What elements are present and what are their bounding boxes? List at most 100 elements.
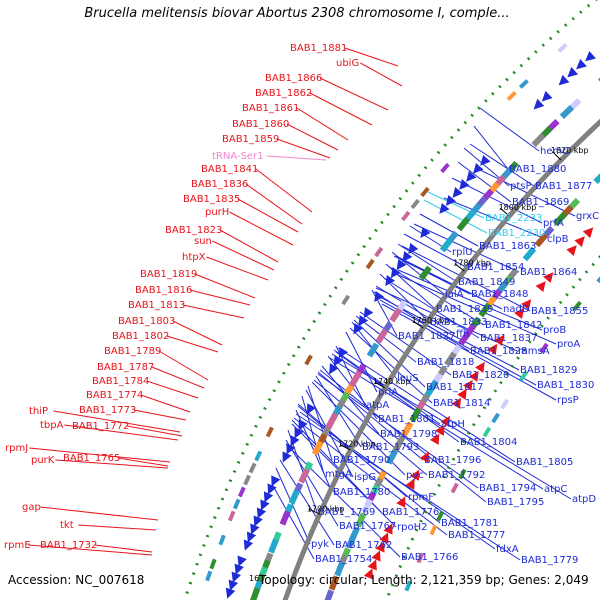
gene-label[interactable]: purH: [205, 207, 229, 218]
gene-label[interactable]: BAB1_1854: [467, 262, 524, 273]
gene-label[interactable]: BAB1_1765: [63, 453, 120, 464]
gene-labels[interactable]: BAB1_1881 ubiG BAB1_1866 BAB1_1862 BAB1_1861…: [4, 43, 599, 566]
gene-label[interactable]: atpD: [572, 494, 596, 505]
gene-label[interactable]: pyk: [311, 539, 329, 550]
gene-label[interactable]: BAB1_1877: [535, 181, 592, 192]
gene-label[interactable]: BAB1_1784: [92, 376, 149, 387]
gene-label[interactable]: BAB1_1869: [512, 197, 569, 208]
gene-label[interactable]: BAB1_1801: [378, 414, 435, 425]
gene-label[interactable]: BAB1_1842: [485, 320, 542, 331]
gene-label[interactable]: BAB1_1818: [417, 357, 474, 368]
gene-label[interactable]: BAB1_1754: [315, 554, 372, 565]
gene-label[interactable]: atpH: [441, 419, 465, 430]
gene-label[interactable]: BAB1_1864: [520, 267, 577, 278]
gene-label[interactable]: nadD: [503, 304, 530, 315]
gene-label[interactable]: BAB1_1827: [398, 331, 455, 342]
gene-label[interactable]: BAB1_1779: [521, 555, 578, 566]
gene-label[interactable]: BAB1_1802: [112, 331, 169, 342]
gene-label[interactable]: rpsP: [557, 395, 579, 406]
gene-label[interactable]: BAB1_1837: [480, 333, 537, 344]
gene-label[interactable]: htpX: [182, 252, 206, 263]
gene-label[interactable]: BAB1_1813: [128, 300, 185, 311]
gene-label[interactable]: BAB1_1880: [509, 164, 566, 175]
gene-label[interactable]: BAB1_1798: [380, 429, 437, 440]
gene-label[interactable]: tkt: [60, 520, 74, 531]
gene-label[interactable]: BAB1_1816: [135, 285, 192, 296]
gene-label[interactable]: thiP: [29, 406, 48, 417]
gene-label[interactable]: BAB1_1859: [222, 134, 279, 145]
gene-label[interactable]: BAB1_2230: [488, 228, 545, 239]
gene-label[interactable]: ptsP: [510, 181, 532, 192]
gene-label[interactable]: priA: [378, 387, 398, 398]
gene-label[interactable]: prfA: [543, 218, 564, 229]
gene-label[interactable]: BAB1_1767: [339, 521, 396, 532]
gene-label[interactable]: BAB1_1796: [424, 455, 481, 466]
gene-label[interactable]: BAB1_1820: [452, 370, 509, 381]
gene-label[interactable]: mmsA: [518, 346, 550, 357]
gene-label[interactable]: proB: [543, 325, 566, 336]
gene-label[interactable]: rpmJ: [5, 443, 28, 454]
gene-label[interactable]: rpmF: [408, 492, 434, 503]
gene-label[interactable]: BAB1_1777: [448, 530, 505, 541]
gene-label[interactable]: BAB1_1732: [40, 540, 97, 551]
gene-label[interactable]: ialA: [445, 289, 464, 300]
gene-label[interactable]: BAB1_1839: [436, 304, 493, 315]
gene-label[interactable]: BAB1_1773: [79, 405, 136, 416]
gene-label[interactable]: tbpA: [40, 420, 64, 431]
gene-label[interactable]: BAB1_1855: [531, 306, 588, 317]
gene-label[interactable]: BAB1_1861: [242, 103, 299, 114]
gene-label[interactable]: rpoH2: [397, 522, 427, 533]
gene-label[interactable]: BAB1_1817: [426, 382, 483, 393]
gene-label[interactable]: BAB1_1790: [333, 455, 390, 466]
gene-label[interactable]: BAB1_1849: [458, 277, 515, 288]
gene-label[interactable]: BAB1_1780: [333, 487, 390, 498]
gene-label[interactable]: hemC: [540, 146, 569, 157]
gene-label[interactable]: BAB1_1841: [201, 164, 258, 175]
gene-label[interactable]: BAB1_1769: [318, 507, 375, 518]
gene-label[interactable]: BAB1_1805: [516, 457, 573, 468]
gene-label[interactable]: BAB1_1863: [479, 241, 536, 252]
gene-label[interactable]: BAB1_1836: [191, 179, 248, 190]
gene-label[interactable]: BAB1_1828: [470, 346, 527, 357]
gene-label[interactable]: ffh: [456, 329, 469, 340]
gene-label[interactable]: proA: [557, 339, 580, 350]
gene-label[interactable]: BAB1_1762: [335, 540, 392, 551]
gene-label[interactable]: grxC: [576, 211, 599, 222]
gene-label[interactable]: tRNA-Ser1: [212, 151, 264, 162]
gene-label[interactable]: fdxA: [496, 544, 519, 555]
gene-label[interactable]: BAB1_1776: [382, 507, 439, 518]
gene-label[interactable]: BAB1_2233: [485, 213, 542, 224]
gene-label[interactable]: pyc: [406, 470, 424, 481]
gene-label[interactable]: atpC: [544, 484, 567, 495]
gene-label[interactable]: BAB1_1866: [265, 73, 322, 84]
gene-label[interactable]: BAB1_1781: [441, 518, 498, 529]
gene-label[interactable]: sun: [194, 236, 212, 247]
gene-label[interactable]: BAB1_1803: [118, 316, 175, 327]
gene-label[interactable]: BAB1_1804: [460, 437, 517, 448]
gene-label[interactable]: ubiG: [336, 58, 359, 69]
gene-label[interactable]: BAB1_1819: [140, 269, 197, 280]
gene-label[interactable]: BAB1_1766: [401, 552, 458, 563]
gene-label[interactable]: ispG: [354, 472, 376, 483]
gene-label[interactable]: BAB1_1835: [183, 194, 240, 205]
gene-label[interactable]: BAB1_1862: [255, 88, 312, 99]
gene-label[interactable]: BAB1_1772: [72, 421, 129, 432]
gene-label[interactable]: BAB1_1860: [232, 119, 289, 130]
gene-label[interactable]: BAB1_1795: [487, 497, 544, 508]
gene-label[interactable]: BAB1_1848: [471, 289, 528, 300]
gene-label[interactable]: rpmE: [4, 540, 31, 551]
gene-label[interactable]: BAB1_1829: [520, 365, 577, 376]
gene-label[interactable]: clpB: [547, 234, 569, 245]
gene-label[interactable]: BAB1_1794: [479, 483, 536, 494]
gene-label[interactable]: BAB1_1787: [97, 362, 154, 373]
gene-label[interactable]: gap: [22, 502, 41, 513]
gene-label[interactable]: BAB1_1789: [104, 346, 161, 357]
gene-label[interactable]: BAB1_1792: [428, 470, 485, 481]
gene-label[interactable]: BAB1_1793: [362, 442, 419, 453]
gene-label[interactable]: BAB1_1833: [430, 317, 487, 328]
gene-label[interactable]: leuS: [397, 373, 419, 384]
gene-label[interactable]: BAB1_1830: [537, 380, 594, 391]
gene-label[interactable]: purK: [31, 455, 55, 466]
gene-label[interactable]: BAB1_1774: [86, 390, 143, 401]
gene-label[interactable]: BAB1_1823: [165, 225, 222, 236]
